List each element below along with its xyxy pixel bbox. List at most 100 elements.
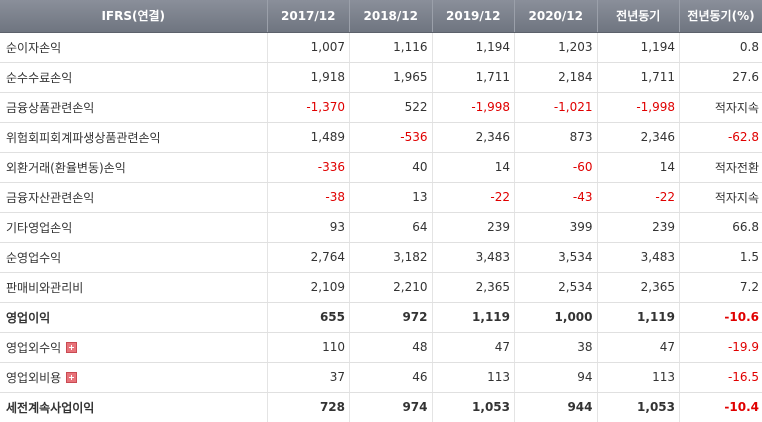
value-cell: 40 xyxy=(349,152,433,183)
value-cell: 46 xyxy=(349,362,433,393)
table-row: 금융상품관련손익 -1,370 522 -1,998 -1,021 -1,998 적자지속 xyxy=(0,92,762,123)
value-cell: 0.8 xyxy=(679,32,762,63)
value-cell: 3,483 xyxy=(432,242,515,273)
row-label-cell: 위험회피회계파생상품관련손익 xyxy=(0,122,268,153)
row-label: 판매비와관리비 xyxy=(6,280,84,295)
value-cell: 2,346 xyxy=(597,122,680,153)
value-cell: -22 xyxy=(432,182,515,213)
row-label-cell: 순수수료손익 xyxy=(0,62,268,93)
value-cell: -10.4 xyxy=(724,400,759,415)
header-2019: 2019/12 xyxy=(432,0,515,33)
plus-square-icon[interactable] xyxy=(66,341,78,353)
row-label-cell: 영업외비용 xyxy=(0,362,268,393)
row-label: 영업외수익 xyxy=(6,340,62,355)
value-cell: 94 xyxy=(514,362,598,393)
table-row[interactable]: 영업외수익 110 48 47 38 47 -19.9 xyxy=(0,332,762,363)
row-label-cell: 영업외수익 xyxy=(0,332,268,363)
value-cell: 3,182 xyxy=(349,242,433,273)
value-cell: 2,365 xyxy=(597,272,680,303)
value-cell: 1,711 xyxy=(432,62,515,93)
value-cell: -16.5 xyxy=(679,362,762,393)
table-row: 위험회피회계파생상품관련손익 1,489 -536 2,346 873 2,346 -62.… xyxy=(0,122,762,153)
row-label: 외환거래(환율변동)손익 xyxy=(6,160,126,175)
value-cell: 3,534 xyxy=(514,242,598,273)
value-cell: 2,764 xyxy=(267,242,350,273)
row-label-cell: 세전계속사업이익 xyxy=(0,392,268,422)
value-cell: -38 xyxy=(267,182,350,213)
row-label-cell: 순이자손익 xyxy=(0,32,268,63)
header-2017: 2017/12 xyxy=(267,0,350,33)
table-body: 순이자손익 1,007 1,116 1,194 1,203 1,194 0.8 순수수료손익 1… xyxy=(0,32,762,422)
table-row: 순영업수익 2,764 3,182 3,483 3,534 3,483 1.5 xyxy=(0,242,762,273)
value-cell: 2,184 xyxy=(514,62,598,93)
plus-square-icon[interactable] xyxy=(66,371,78,383)
row-label: 기타영업손익 xyxy=(6,220,73,235)
value-cell: 113 xyxy=(597,362,680,393)
value-cell: 64 xyxy=(349,212,433,243)
value-cell: -10.6 xyxy=(679,302,762,333)
value-cell: -62.8 xyxy=(679,122,762,153)
value-cell: 37 xyxy=(267,362,350,393)
value-cell: 655 xyxy=(267,302,350,333)
value-cell: 972 xyxy=(349,302,433,333)
row-label: 순영업수익 xyxy=(6,250,62,265)
value-cell: -19.9 xyxy=(679,332,762,363)
table-row: 외환거래(환율변동)손익 -336 40 14 -60 14 적자전환 xyxy=(0,152,762,183)
value-cell: 2,534 xyxy=(514,272,598,303)
value-cell: -43 xyxy=(514,182,598,213)
table-row: 세전계속사업이익 728 974 1,053 944 1,053 -10.4 xyxy=(0,392,762,422)
row-label: 영업이익 xyxy=(6,310,51,325)
value-cell: -1,021 xyxy=(514,92,598,123)
row-label-cell: 순영업수익 xyxy=(0,242,268,273)
row-label-cell: 판매비와관리비 xyxy=(0,272,268,303)
value-cell: -1,998 xyxy=(597,92,680,123)
value-cell: 2,365 xyxy=(432,272,515,303)
value-cell: 2,210 xyxy=(349,272,433,303)
row-label: 세전계속사업이익 xyxy=(6,400,95,415)
value-cell: 1,007 xyxy=(267,32,350,63)
value-cell: 522 xyxy=(349,92,433,123)
table-row: 순이자손익 1,007 1,116 1,194 1,203 1,194 0.8 xyxy=(0,32,762,63)
value-cell: 1,053 xyxy=(432,392,515,422)
value-cell: 113 xyxy=(432,362,515,393)
value-cell: 1,119 xyxy=(597,302,680,333)
value-cell: 399 xyxy=(514,212,598,243)
value-cell: -22 xyxy=(597,182,680,213)
row-label: 영업외비용 xyxy=(6,370,62,385)
value-cell: 1,489 xyxy=(267,122,350,153)
value-cell: 944 xyxy=(514,392,598,422)
row-label: 순수수료손익 xyxy=(6,70,73,85)
value-cell: 239 xyxy=(597,212,680,243)
value-cell: 1,194 xyxy=(432,32,515,63)
table-row: 기타영업손익 93 64 239 399 239 66.8 xyxy=(0,212,762,243)
value-cell: 14 xyxy=(432,152,515,183)
value-cell: 47 xyxy=(432,332,515,363)
value-cell: 1,119 xyxy=(432,302,515,333)
value-cell: 66.8 xyxy=(679,212,762,243)
table-row[interactable]: 영업외비용 37 46 113 94 113 -16.5 xyxy=(0,362,762,393)
value-cell: 47 xyxy=(597,332,680,363)
row-label-cell: 영업이익 xyxy=(0,302,268,333)
value-cell: -1,370 xyxy=(267,92,350,123)
header-2018: 2018/12 xyxy=(349,0,433,33)
row-label-cell: 외환거래(환율변동)손익 xyxy=(0,152,268,183)
value-cell: 1,918 xyxy=(267,62,350,93)
table-row: 영업이익 655 972 1,119 1,000 1,119 -10.6 xyxy=(0,302,762,333)
value-cell: 239 xyxy=(432,212,515,243)
header-2020: 2020/12 xyxy=(514,0,598,33)
value-cell: 1,053 xyxy=(597,392,680,422)
row-label: 위험회피회계파생상품관련손익 xyxy=(6,130,161,145)
header-ifrs: IFRS(연결) xyxy=(0,0,268,33)
header-row: IFRS(연결) 2017/12 2018/12 2019/12 2020/12… xyxy=(0,0,762,33)
row-label: 금융자산관련손익 xyxy=(6,190,95,205)
value-cell: 27.6 xyxy=(679,62,762,93)
value-cell: 93 xyxy=(267,212,350,243)
value-cell: 1,000 xyxy=(514,302,598,333)
value-cell: 적자지속 xyxy=(679,182,762,213)
value-cell: 873 xyxy=(514,122,598,153)
value-cell: 48 xyxy=(349,332,433,363)
value-cell: 2,109 xyxy=(267,272,350,303)
row-label-cell: 기타영업손익 xyxy=(0,212,268,243)
value-cell: 3,483 xyxy=(597,242,680,273)
